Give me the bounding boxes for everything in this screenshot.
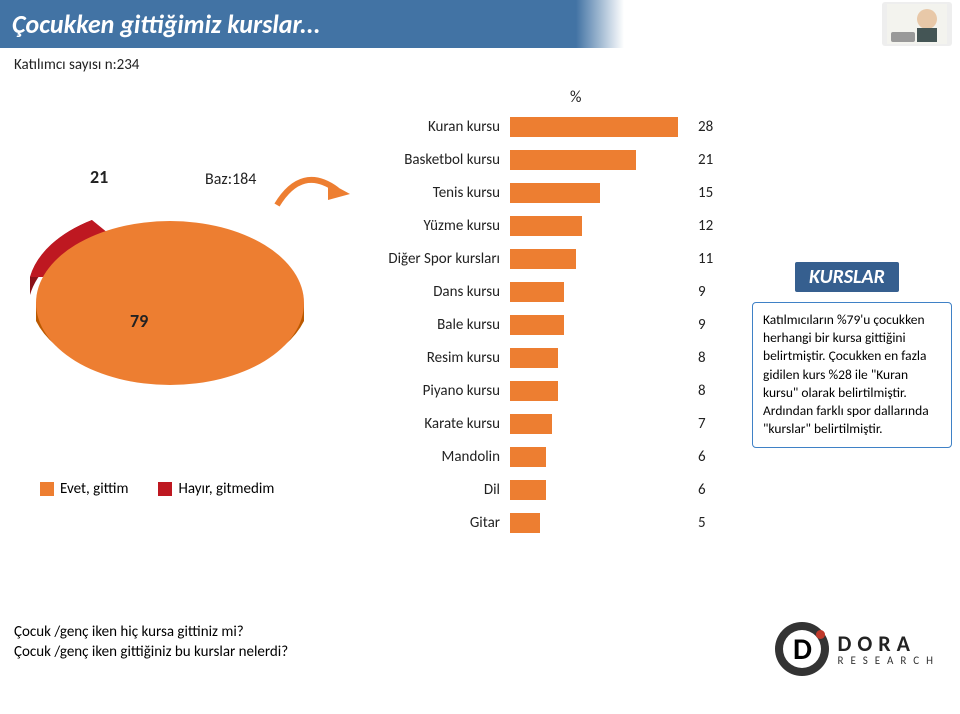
bar-fill xyxy=(510,447,546,467)
bar-label: Basketbol kursu xyxy=(370,151,510,169)
pie-3d: 79 xyxy=(30,200,310,400)
base-label: Baz:184 xyxy=(205,170,256,189)
bar-track xyxy=(510,414,690,434)
bar-row: Resim kursu 8 xyxy=(370,343,750,373)
bar-row: Gitar 5 xyxy=(370,508,750,538)
bar-track xyxy=(510,183,690,203)
page-title: Çocukken gittiğimiz kurslar... xyxy=(12,8,321,40)
pie-pct-79: 79 xyxy=(130,310,148,332)
bar-value: 5 xyxy=(690,514,706,532)
bar-row: Karate kursu 7 xyxy=(370,409,750,439)
bar-fill xyxy=(510,480,546,500)
bar-track xyxy=(510,513,690,533)
bar-label: Piyano kursu xyxy=(370,382,510,400)
bar-row: Basketbol kursu 21 xyxy=(370,145,750,175)
bar-label: Yüzme kursu xyxy=(370,217,510,235)
bar-fill xyxy=(510,348,558,368)
bar-label: Tenis kursu xyxy=(370,184,510,202)
footer-logo: D DORA RESEARCH xyxy=(775,622,940,676)
bar-fill xyxy=(510,216,582,236)
bar-fill xyxy=(510,381,558,401)
callout-text: Katılmıcıların %79'u çocukken herhangi b… xyxy=(763,311,929,437)
legend-item-no: Hayır, gitmedim xyxy=(158,480,274,498)
bar-fill xyxy=(510,414,552,434)
bar-row: Yüzme kursu 12 xyxy=(370,211,750,241)
bar-value: 15 xyxy=(690,184,713,202)
legend-swatch-no xyxy=(158,482,172,496)
bar-label: Diğer Spor kursları xyxy=(370,250,510,268)
participant-count: Katılımcı sayısı n:234 xyxy=(14,56,139,74)
bar-value: 28 xyxy=(690,118,713,136)
legend-label-no: Hayır, gitmedim xyxy=(178,480,274,498)
bar-label: Karate kursu xyxy=(370,415,510,433)
bar-track xyxy=(510,480,690,500)
bar-label: Bale kursu xyxy=(370,316,510,334)
bar-label: Gitar xyxy=(370,514,510,532)
bar-value: 11 xyxy=(690,250,713,268)
legend-label-yes: Evet, gittim xyxy=(60,480,128,498)
bar-value: 12 xyxy=(690,217,713,235)
bar-fill xyxy=(510,183,600,203)
footer-q1: Çocuk /genç iken hiç kursa gittiniz mi? xyxy=(14,622,288,642)
title-bar: Çocukken gittiğimiz kurslar... xyxy=(0,0,960,48)
bar-label: Mandolin xyxy=(370,448,510,466)
bar-track xyxy=(510,447,690,467)
legend-item-yes: Evet, gittim xyxy=(40,480,128,498)
bar-row: Dil 6 xyxy=(370,475,750,505)
bar-label: Dil xyxy=(370,481,510,499)
percent-symbol: % xyxy=(570,88,581,107)
bar-fill xyxy=(510,513,540,533)
corner-image xyxy=(882,2,952,46)
bar-row: Mandolin 6 xyxy=(370,442,750,472)
bar-fill xyxy=(510,282,564,302)
logo-bot: RESEARCH xyxy=(837,655,940,666)
bar-track xyxy=(510,282,690,302)
logo-mark: D xyxy=(775,622,829,676)
bar-track xyxy=(510,348,690,368)
pie-legend: Evet, gittim Hayır, gitmedim xyxy=(40,480,274,498)
bar-fill xyxy=(510,249,576,269)
bar-fill xyxy=(510,150,636,170)
bar-track xyxy=(510,315,690,335)
bar-label: Resim kursu xyxy=(370,349,510,367)
bar-row: Dans kursu 9 xyxy=(370,277,750,307)
bar-fill xyxy=(510,315,564,335)
bar-row: Piyano kursu 8 xyxy=(370,376,750,406)
bar-value: 6 xyxy=(690,448,706,466)
bar-value: 8 xyxy=(690,349,706,367)
logo-text: DORA RESEARCH xyxy=(837,633,940,666)
bar-row: Diğer Spor kursları 11 xyxy=(370,244,750,274)
bar-value: 9 xyxy=(690,283,706,301)
logo-dot xyxy=(816,630,825,639)
bar-chart: Kuran kursu 28 Basketbol kursu 21 Tenis kurs… xyxy=(370,112,750,541)
bar-label: Kuran kursu xyxy=(370,118,510,136)
pie-chart: Baz:184 21 79 xyxy=(30,170,360,430)
bar-label: Dans kursu xyxy=(370,283,510,301)
bar-value: 6 xyxy=(690,481,706,499)
bar-row: Bale kursu 9 xyxy=(370,310,750,340)
legend-swatch-yes xyxy=(40,482,54,496)
bar-track xyxy=(510,117,690,137)
bar-value: 21 xyxy=(690,151,713,169)
bar-track xyxy=(510,216,690,236)
pie-pct-21: 21 xyxy=(90,166,108,188)
bar-track xyxy=(510,150,690,170)
bar-value: 9 xyxy=(690,316,706,334)
bar-row: Tenis kursu 15 xyxy=(370,178,750,208)
callout-box: Katılmıcıların %79'u çocukken herhangi b… xyxy=(752,302,952,448)
footer-questions: Çocuk /genç iken hiç kursa gittiniz mi? … xyxy=(14,622,288,663)
bar-value: 8 xyxy=(690,382,706,400)
callout-heading: KURSLAR xyxy=(795,262,899,292)
bar-fill xyxy=(510,117,678,137)
bar-row: Kuran kursu 28 xyxy=(370,112,750,142)
logo-top: DORA xyxy=(837,633,940,655)
bar-track xyxy=(510,249,690,269)
footer-q2: Çocuk /genç iken gittiğiniz bu kurslar n… xyxy=(14,642,288,662)
bar-track xyxy=(510,381,690,401)
bar-value: 7 xyxy=(690,415,706,433)
